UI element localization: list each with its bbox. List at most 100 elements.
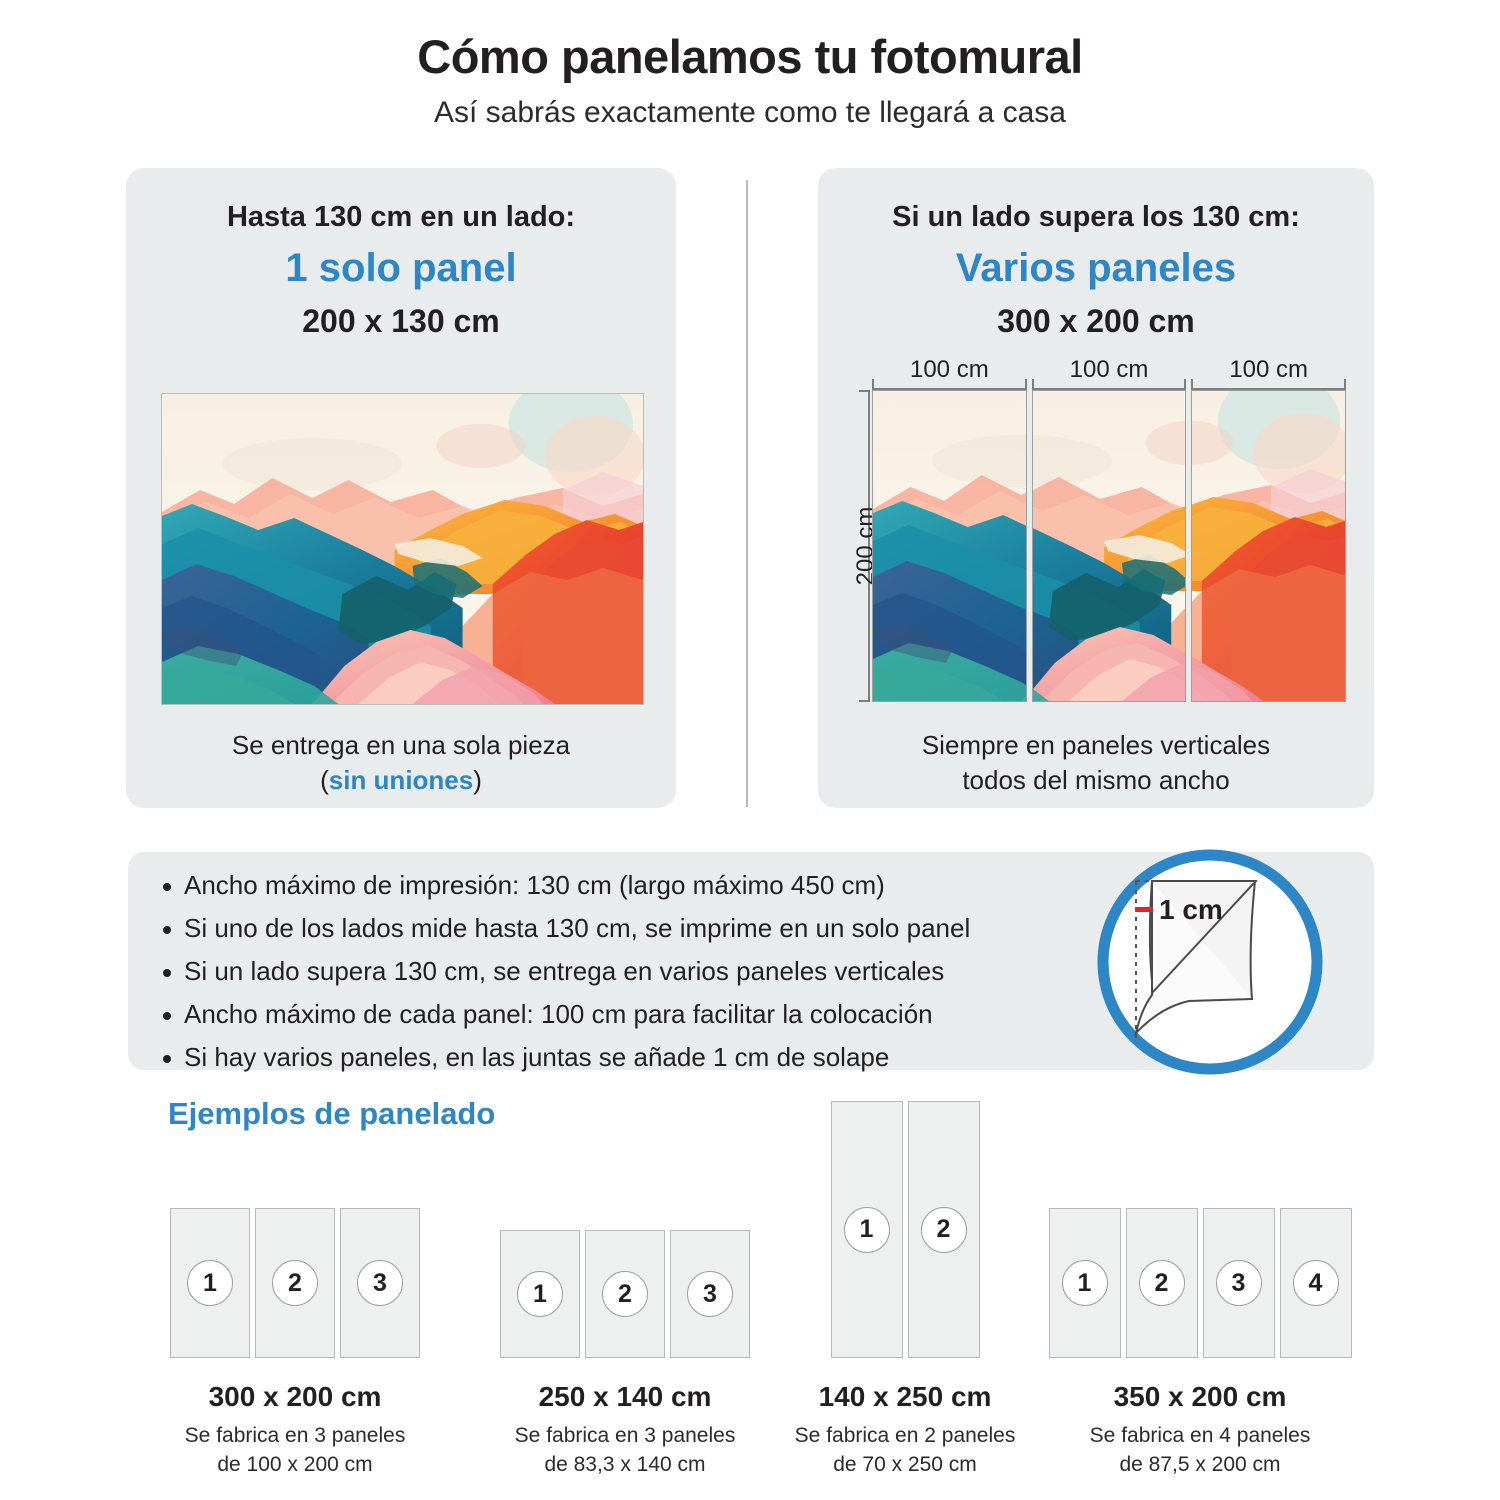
artwork-panel-1: [872, 390, 1027, 702]
example-panels: 1 2: [760, 1101, 1050, 1358]
panel-number: 4: [1292, 1260, 1339, 1306]
example-caption: Se fabrica en 2 paneles de 70 x 250 cm: [760, 1422, 1050, 1480]
overlap-label: 1 cm: [1159, 894, 1223, 925]
example-caption: Se fabrica en 3 paneles de 83,3 x 140 cm: [480, 1422, 770, 1480]
example-caption: Se fabrica en 3 paneles de 100 x 200 cm: [150, 1422, 440, 1480]
bracket-bar-vertical: [868, 390, 870, 702]
card-single-panel: Hasta 130 cm en un lado: 1 solo panel 20…: [126, 168, 676, 808]
card-right-footer: Siempre en paneles verticales todos del …: [818, 728, 1374, 798]
panel-number: 1: [1061, 1260, 1108, 1306]
panel: 3: [340, 1208, 420, 1358]
list-item: Si hay varios paneles, en las juntas se …: [156, 1044, 970, 1070]
bracket-tick-left: [872, 379, 874, 390]
panel: 2: [907, 1101, 980, 1358]
card-right-footer-line1: Siempre en paneles verticales: [921, 730, 1271, 760]
panel: 4: [1279, 1208, 1352, 1358]
bracket-bar: [872, 388, 1027, 390]
panel: 1: [830, 1101, 903, 1358]
page-subtitle: Así sabrás exactamente como te llegará a…: [434, 96, 1066, 130]
artwork-panel-2: [1031, 390, 1187, 702]
card-left-accent: 1 solo panel: [285, 245, 517, 290]
panel: 1: [1048, 1208, 1121, 1358]
card-left-footer-line1: Se entrega en una sola pieza: [231, 730, 571, 760]
example-350x200: 1 2 3 4 350 x 200 cm Se fabrica en 4 pan…: [1040, 1208, 1360, 1480]
list-item: Ancho máximo de cada panel: 100 cm para …: [156, 1001, 970, 1027]
example-caption-line2: de 87,5 x 200 cm: [1119, 1452, 1281, 1476]
example-dimensions: 350 x 200 cm: [1113, 1381, 1287, 1412]
bracket-bar: [1031, 388, 1187, 390]
example-dimensions: 140 x 250 cm: [818, 1381, 992, 1412]
specifications-list: Ancho máximo de impresión: 130 cm (largo…: [156, 872, 970, 1087]
panel-number: 2: [920, 1206, 967, 1253]
card-multi-panel: Si un lado supera los 130 cm: Varios pan…: [818, 168, 1374, 808]
panel-number: 3: [687, 1271, 733, 1317]
list-item: Ancho máximo de impresión: 130 cm (largo…: [156, 872, 970, 898]
panel-width-label-2: 100 cm: [1069, 356, 1149, 383]
panel-width-label-3: 100 cm: [1229, 356, 1309, 383]
example-caption-line2: de 100 x 200 cm: [217, 1452, 373, 1476]
panel-height-bracket: 200 cm: [842, 390, 879, 702]
example-140x250: 1 2 140 x 250 cm Se fabrica en 2 paneles…: [760, 1101, 1050, 1480]
panel-width-bracket-2: 100 cm: [1031, 356, 1187, 390]
card-right-dimensions: 300 x 200 cm: [997, 302, 1195, 339]
card-left-dimensions: 200 x 130 cm: [302, 302, 500, 339]
panel-number: 2: [1138, 1260, 1185, 1306]
page-title: Cómo panelamos tu fotomural: [417, 30, 1083, 83]
card-left-footer-accent: sin uniones: [328, 765, 474, 796]
example-caption-line2: de 83,3 x 140 cm: [544, 1452, 706, 1476]
card-left-footer-suffix: ): [473, 765, 482, 796]
panel-number: 2: [272, 1260, 318, 1306]
list-item: Si uno de los lados mide hasta 130 cm, s…: [156, 915, 970, 941]
panel: 1: [500, 1230, 580, 1358]
panel: 2: [585, 1230, 665, 1358]
example-caption-line1: Se fabrica en 2 paneles: [794, 1423, 1016, 1447]
panel-number: 1: [187, 1260, 233, 1306]
panel-width-bracket-3: 100 cm: [1191, 356, 1347, 390]
page-header: Cómo panelamos tu fotomural Así sabrás e…: [0, 30, 1500, 131]
panel-number: 3: [1215, 1260, 1262, 1306]
panel-width-brackets: 100 cm 100 cm 100 cm: [872, 356, 1347, 390]
bracket-tick-bottom: [859, 700, 870, 702]
panel: 2: [255, 1208, 335, 1358]
panel-width-label-1: 100 cm: [909, 356, 989, 383]
panel: 3: [670, 1230, 750, 1358]
bracket-tick-right: [1344, 379, 1347, 390]
panel-number: 3: [357, 1260, 403, 1306]
example-caption-line1: Se fabrica en 4 paneles: [1089, 1423, 1311, 1447]
vertical-divider: [746, 180, 748, 807]
example-panels: 1 2 3: [480, 1230, 770, 1358]
artwork-panel-3: [1191, 390, 1347, 702]
example-panels: 1 2 3 4: [1040, 1208, 1360, 1358]
overlap-diagram: 1 cm: [1091, 843, 1329, 1081]
card-right-footer-line2: todos del mismo ancho: [962, 765, 1230, 796]
panel: 1: [170, 1208, 250, 1358]
examples-title: Ejemplos de panelado: [168, 1096, 496, 1131]
example-dimensions: 300 x 200 cm: [208, 1381, 382, 1412]
panel: 2: [1125, 1208, 1198, 1358]
bracket-bar: [1191, 388, 1347, 390]
example-caption-line2: de 70 x 250 cm: [833, 1452, 977, 1476]
example-300x200: 1 2 3 300 x 200 cm Se fabrica en 3 panel…: [150, 1208, 440, 1480]
example-250x140: 1 2 3 250 x 140 cm Se fabrica en 3 panel…: [480, 1230, 770, 1480]
panel: 3: [1202, 1208, 1275, 1358]
card-left-footer-prefix: (: [320, 765, 329, 796]
panel-width-bracket-1: 100 cm: [872, 356, 1027, 390]
panel-number: 2: [602, 1271, 648, 1317]
artwork-three-panels: [872, 390, 1347, 702]
example-caption: Se fabrica en 4 paneles de 87,5 x 200 cm: [1040, 1422, 1360, 1480]
bracket-tick-top: [859, 390, 870, 392]
card-left-title: Hasta 130 cm en un lado:: [226, 201, 576, 233]
bracket-tick-right: [1024, 379, 1027, 390]
example-caption-line1: Se fabrica en 3 paneles: [514, 1423, 736, 1447]
card-right-title: Si un lado supera los 130 cm:: [892, 201, 1300, 233]
artwork-single-panel: [161, 393, 644, 705]
card-right-accent: Varios paneles: [955, 245, 1237, 290]
bracket-tick-right: [1184, 379, 1187, 390]
bracket-tick-left: [1031, 379, 1034, 390]
bracket-tick-left: [1191, 379, 1194, 390]
list-item: Si un lado supera 130 cm, se entrega en …: [156, 958, 970, 984]
panel-number: 1: [843, 1206, 890, 1253]
example-dimensions: 250 x 140 cm: [538, 1381, 712, 1412]
panel-number: 1: [517, 1271, 563, 1317]
